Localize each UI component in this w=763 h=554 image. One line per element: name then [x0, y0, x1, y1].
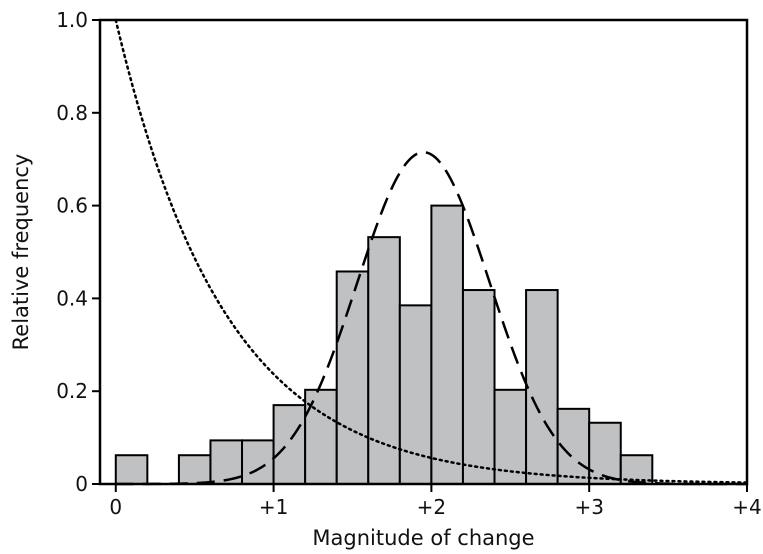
y-tick-label: 0: [75, 472, 88, 496]
histogram-bar: [461, 289, 496, 485]
dashed-gaussian-curve: [115, 150, 747, 486]
bars-group: [114, 204, 654, 486]
plot-frame: [98, 18, 749, 486]
histogram-bar: [398, 304, 433, 485]
histogram-bar: [177, 454, 212, 485]
dotted-decay-curve: [114, 18, 749, 484]
histogram-bar: [525, 289, 559, 485]
y-tick-label: 0.8: [56, 101, 88, 125]
y-axis-title: Relative frequency: [9, 154, 33, 351]
histogram-bar: [241, 439, 275, 486]
x-tick-label: 0: [109, 495, 122, 519]
y-axis: 0 0.2 0.4 0.6 0.8 1.0: [56, 8, 100, 496]
histogram-bar: [335, 270, 370, 485]
histogram-bar: [588, 421, 622, 486]
y-tick-label: 0.4: [56, 286, 88, 310]
x-axis-title: Magnitude of change: [312, 526, 534, 550]
x-tick-label: +1: [259, 495, 288, 519]
y-tick-label: 0.2: [56, 379, 88, 403]
y-tick-label: 1.0: [56, 8, 88, 32]
x-tick-label: +2: [417, 495, 446, 519]
x-tick-label: +4: [732, 495, 761, 519]
histogram-bar: [272, 404, 307, 485]
x-tick-label: +3: [574, 495, 603, 519]
y-tick-label: 0.6: [56, 194, 88, 218]
curves-group: [114, 18, 749, 486]
x-axis: 0 +1 +2 +3 +4: [109, 484, 762, 519]
histogram-bar: [114, 454, 149, 485]
histogram-bar: [430, 204, 464, 485]
